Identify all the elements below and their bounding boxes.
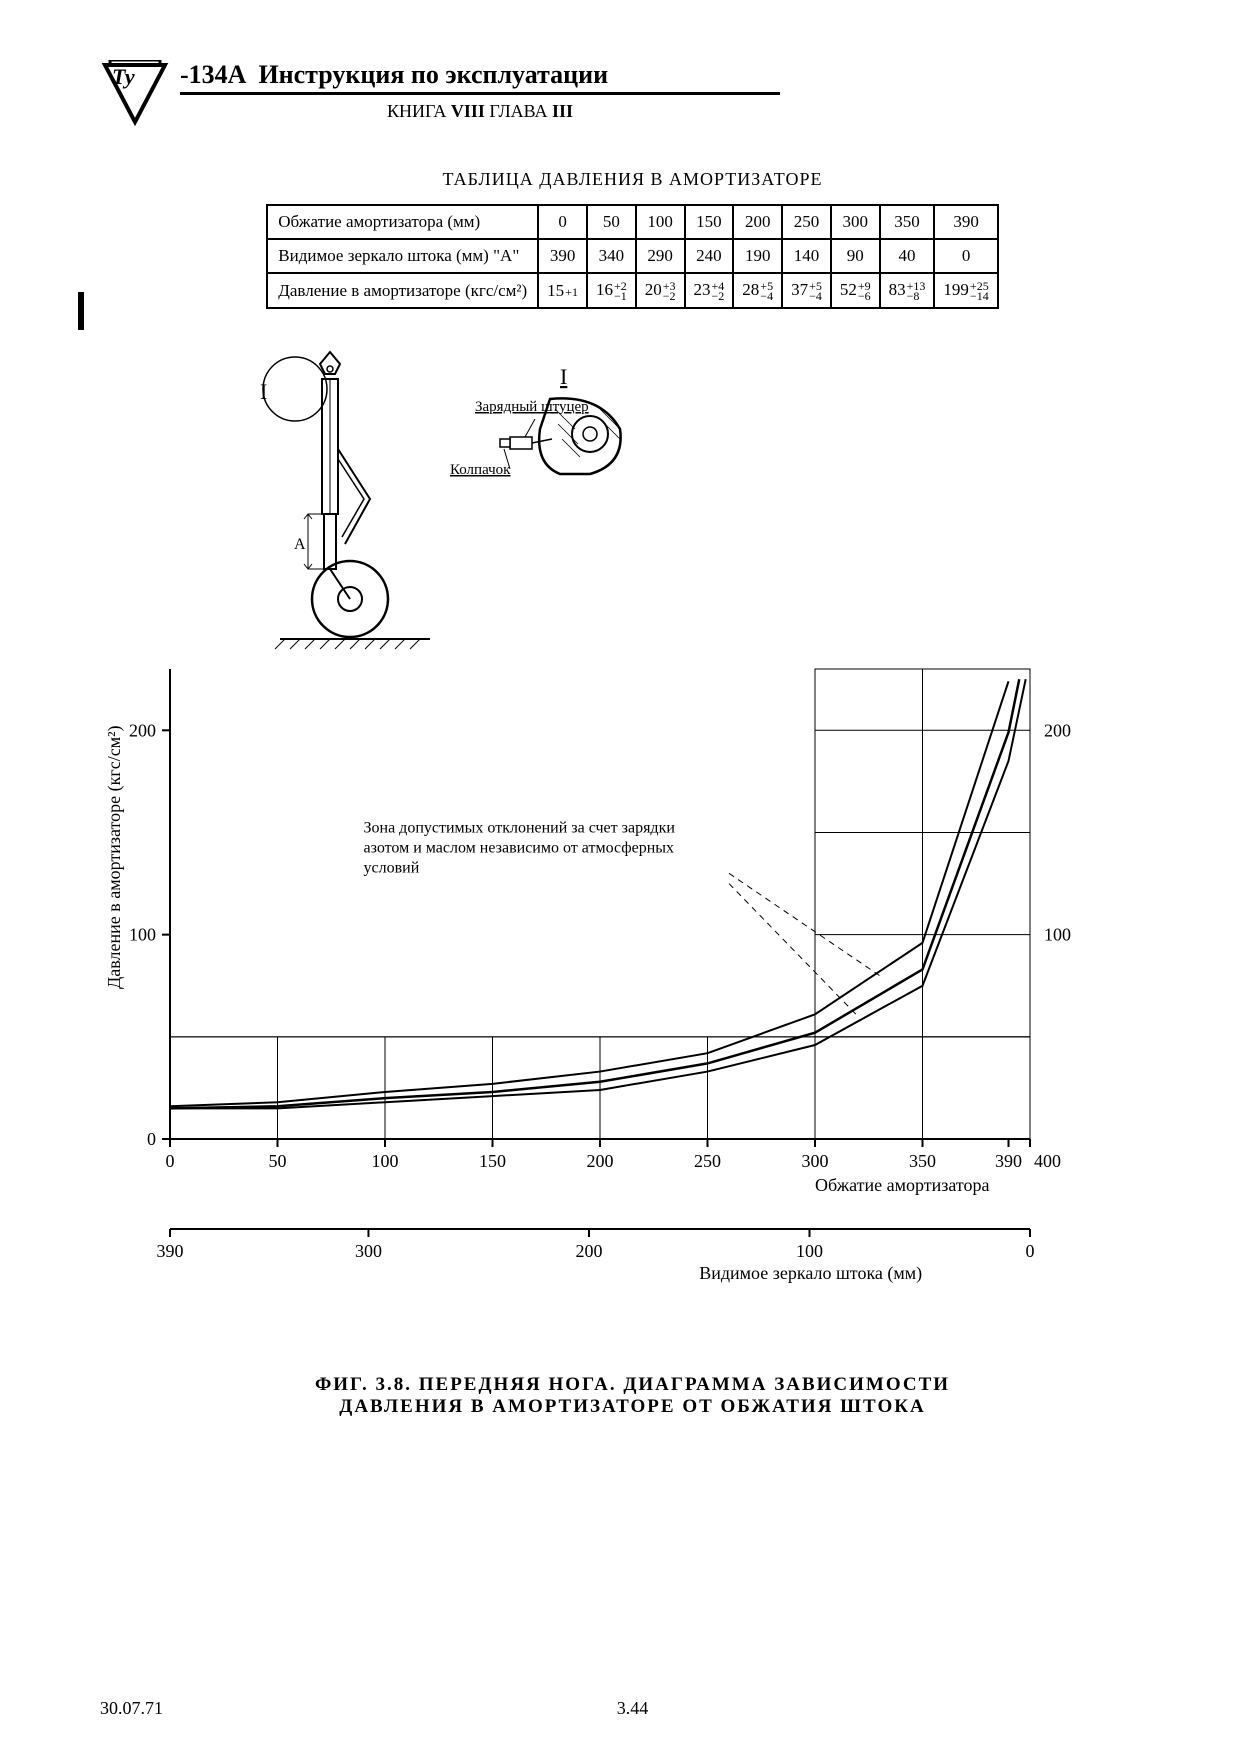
chapter-label: ГЛАВА: [489, 101, 547, 121]
aircraft-model: -134А: [180, 60, 246, 90]
table-cell: 0: [934, 239, 997, 273]
dimension-a: А: [294, 536, 306, 553]
svg-text:200: 200: [1044, 720, 1071, 740]
table-cell: 390: [538, 239, 587, 273]
table-cell: 15+1: [538, 273, 587, 308]
svg-text:300: 300: [355, 1241, 382, 1261]
table-title: ТАБЛИЦА ДАВЛЕНИЯ В АМОРТИЗАТОРЕ: [100, 169, 1165, 190]
svg-text:0: 0: [1026, 1241, 1035, 1261]
svg-text:100: 100: [372, 1151, 399, 1171]
detail-mark-left: I: [260, 379, 267, 404]
table-cell: 52+9−6: [831, 273, 880, 308]
manual-title: Инструкция по эксплуатации: [258, 60, 608, 90]
table-cell: 16+2−1: [587, 273, 636, 308]
book-chapter: КНИГА VIII ГЛАВА III: [180, 101, 780, 122]
svg-text:100: 100: [1044, 925, 1071, 945]
row-label: Давление в амортизаторе (кгс/см²): [267, 273, 538, 308]
svg-text:200: 200: [129, 720, 156, 740]
figure-area: I А: [100, 349, 1165, 1314]
chapter-number: III: [552, 101, 573, 121]
footer-page-number: 3.44: [617, 1698, 649, 1719]
table-cell: 390: [934, 205, 997, 239]
y-axis-label: Давление в амортизаторе (кгс/см²): [104, 726, 125, 990]
table-cell: 100: [636, 205, 685, 239]
svg-text:Ту: Ту: [112, 64, 135, 89]
table-cell: 0: [538, 205, 587, 239]
table-cell: 290: [636, 239, 685, 273]
svg-text:100: 100: [129, 925, 156, 945]
table-cell: 20+3−2: [636, 273, 685, 308]
page-header: Ту -134А Инструкция по эксплуатации КНИГ…: [100, 60, 1165, 145]
svg-text:0: 0: [166, 1151, 175, 1171]
table-cell: 240: [685, 239, 734, 273]
table-cell: 37+5−4: [782, 273, 831, 308]
svg-text:Зона допустимых отклонений за: Зона допустимых отклонений за счет заряд…: [364, 820, 676, 837]
table-row: Видимое зеркало штока (мм) "А"3903402902…: [267, 239, 997, 273]
row-label: Обжатие амортизатора (мм): [267, 205, 538, 239]
svg-text:390: 390: [157, 1241, 184, 1261]
book-number: VIII: [451, 101, 485, 121]
svg-text:Обжатие амортизатора: Обжатие амортизатора: [815, 1175, 990, 1195]
book-label: КНИГА: [387, 101, 446, 121]
table-cell: 90: [831, 239, 880, 273]
svg-text:390: 390: [995, 1151, 1022, 1171]
footer-date: 30.07.71: [100, 1698, 163, 1719]
svg-text:300: 300: [802, 1151, 829, 1171]
svg-text:Видимое зеркало штока (мм): Видимое зеркало штока (мм): [699, 1263, 922, 1284]
table-row: Обжатие амортизатора (мм)050100150200250…: [267, 205, 997, 239]
svg-text:150: 150: [479, 1151, 506, 1171]
figure-svg: I А: [100, 349, 1100, 1309]
table-cell: 23+4−2: [685, 273, 734, 308]
header-underline: [180, 92, 780, 95]
revision-mark: [78, 292, 84, 330]
nose-gear-drawing: I А: [260, 352, 430, 649]
table-cell: 50: [587, 205, 636, 239]
table-cell: 28+5−4: [733, 273, 782, 308]
svg-text:50: 50: [269, 1151, 287, 1171]
table-cell: 340: [587, 239, 636, 273]
figure-caption: ФИГ. 3.8. ПЕРЕДНЯЯ НОГА. ДИАГРАММА ЗАВИС…: [100, 1374, 1165, 1418]
svg-text:0: 0: [147, 1129, 156, 1149]
cap-label: Колпачок: [450, 462, 511, 478]
table-cell: 200: [733, 205, 782, 239]
table-row: Давление в амортизаторе (кгс/см²)15+116+…: [267, 273, 997, 308]
svg-text:условий: условий: [364, 860, 420, 877]
svg-text:200: 200: [587, 1151, 614, 1171]
caption-line-1: ФИГ. 3.8. ПЕРЕДНЯЯ НОГА. ДИАГРАММА ЗАВИС…: [100, 1374, 1165, 1396]
table-cell: 300: [831, 205, 880, 239]
table-cell: 250: [782, 205, 831, 239]
pressure-table: Обжатие амортизатора (мм)050100150200250…: [266, 204, 998, 309]
detail-mark-right: I: [560, 364, 567, 389]
caption-line-2: ДАВЛЕНИЯ В АМОРТИЗАТОРЕ ОТ ОБЖАТИЯ ШТОКА: [100, 1396, 1165, 1418]
table-cell: 150: [685, 205, 734, 239]
table-cell: 40: [880, 239, 935, 273]
table-cell: 190: [733, 239, 782, 273]
detail-view: I Зарядный штуцер Колпачо: [450, 364, 621, 478]
svg-text:350: 350: [909, 1151, 936, 1171]
table-cell: 83+13−8: [880, 273, 935, 308]
aircraft-logo: Ту: [100, 60, 170, 145]
pressure-chart: 0 100 200 100 200 0 50 100 150 200 250 300 350 390 400…: [129, 669, 1071, 1284]
table-cell: 199+25−14: [934, 273, 997, 308]
table-cell: 350: [880, 205, 935, 239]
table-cell: 140: [782, 239, 831, 273]
svg-text:400: 400: [1034, 1151, 1061, 1171]
svg-text:200: 200: [575, 1241, 602, 1261]
svg-text:100: 100: [796, 1241, 823, 1261]
charging-fitting-label: Зарядный штуцер: [475, 399, 589, 415]
svg-text:250: 250: [694, 1151, 721, 1171]
row-label: Видимое зеркало штока (мм) "А": [267, 239, 538, 273]
svg-text:азотом и маслом независимо от: азотом и маслом независимо от атмосферны…: [364, 840, 675, 857]
